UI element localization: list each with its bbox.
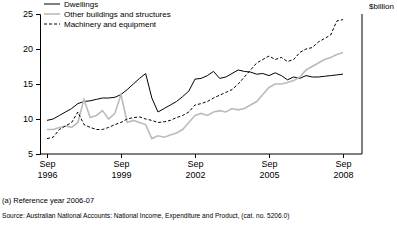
frame-right [362, 14, 363, 154]
x-tick-label: Sep2008 [333, 159, 353, 179]
legend-label: Machinery and equipment [64, 20, 157, 29]
x-tick: Sep1996 [37, 154, 57, 180]
footnote: (a) Reference year 2006-07 [2, 196, 94, 205]
legend: DwellingsOther buildings and structuresM… [44, 0, 171, 29]
legend-label: Dwellings [64, 0, 98, 9]
y-tick: 25 [23, 9, 40, 19]
y-tick: 5 [28, 149, 40, 159]
source: Source: Australian National Accounts: Na… [2, 212, 289, 220]
y-tick-label: 25 [23, 9, 33, 19]
y-tick-label: 20 [23, 44, 33, 54]
series-line [47, 53, 343, 139]
y-tick-mark [36, 49, 40, 50]
x-axis-line [40, 154, 362, 155]
series-line [47, 20, 343, 139]
x-axis: Sep1996 Sep1999 Sep2002 Sep2005 Sep2008 [37, 154, 362, 180]
y-tick: 20 [23, 44, 40, 54]
y-tick: 15 [23, 79, 40, 89]
x-tick: Sep2002 [185, 154, 205, 180]
legend-label: Other buildings and structures [64, 10, 171, 19]
x-tick-label: Sep1999 [111, 159, 131, 179]
x-tick-label: Sep2005 [259, 159, 279, 179]
x-tick-label: Sep1996 [37, 159, 57, 179]
y-axis-line [36, 15, 41, 155]
plot-lines [47, 20, 343, 139]
x-tick-mark [343, 154, 344, 158]
x-tick-label: Sep2002 [185, 159, 205, 179]
y-tick-mark [36, 84, 40, 85]
chart: 510152025Sep1996Sep1999Sep2002Sep2005Sep… [0, 0, 397, 227]
y-tick-mark [36, 154, 40, 155]
y-tick-label: 15 [23, 79, 33, 89]
x-tick: Sep1999 [111, 154, 131, 180]
x-tick: Sep2005 [259, 154, 279, 180]
y-axis: 5 10 15 20 25 [23, 9, 41, 159]
x-tick-mark [195, 154, 196, 158]
legend-swatch [44, 24, 60, 25]
x-tick: Sep2008 [333, 154, 353, 180]
y-unit-label: $billion [369, 2, 394, 11]
legend-swatch [44, 4, 60, 5]
x-tick-mark [121, 154, 122, 158]
y-tick-mark [36, 119, 40, 120]
legend-swatch [44, 13, 60, 15]
y-tick-label: 10 [23, 114, 33, 124]
y-tick-mark [36, 14, 40, 15]
x-tick-mark [269, 154, 270, 158]
y-tick: 10 [23, 114, 40, 124]
y-tick-label: 5 [28, 149, 33, 159]
x-tick-mark [47, 154, 48, 158]
